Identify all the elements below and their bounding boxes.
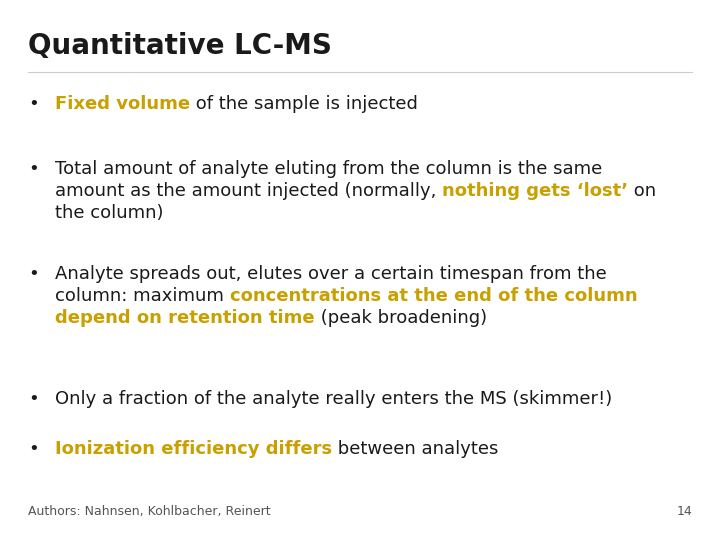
Text: of the sample is injected: of the sample is injected [190,95,418,113]
Text: •: • [28,390,39,408]
Text: Quantitative LC-MS: Quantitative LC-MS [28,32,332,60]
Text: Ionization efficiency differs: Ionization efficiency differs [55,440,332,458]
Text: Fixed volume: Fixed volume [55,95,190,113]
Text: •: • [28,160,39,178]
Text: •: • [28,440,39,458]
Text: concentrations at the end of the column: concentrations at the end of the column [230,287,637,305]
Text: the column): the column) [55,204,163,222]
Text: depend on retention time: depend on retention time [55,309,315,327]
Text: column: maximum: column: maximum [55,287,230,305]
Text: Authors: Nahnsen, Kohlbacher, Reinert: Authors: Nahnsen, Kohlbacher, Reinert [28,505,271,518]
Text: •: • [28,265,39,283]
Text: Total amount of analyte eluting from the column is the same: Total amount of analyte eluting from the… [55,160,602,178]
Text: between analytes: between analytes [332,440,498,458]
Text: amount as the amount injected (normally,: amount as the amount injected (normally, [55,182,442,200]
Text: on: on [629,182,657,200]
Text: (peak broadening): (peak broadening) [315,309,487,327]
Text: Analyte spreads out, elutes over a certain timespan from the: Analyte spreads out, elutes over a certa… [55,265,607,283]
Text: 14: 14 [676,505,692,518]
Text: •: • [28,95,39,113]
Text: nothing gets ‘lost’: nothing gets ‘lost’ [442,182,629,200]
Text: Only a fraction of the analyte really enters the MS (skimmer!): Only a fraction of the analyte really en… [55,390,612,408]
